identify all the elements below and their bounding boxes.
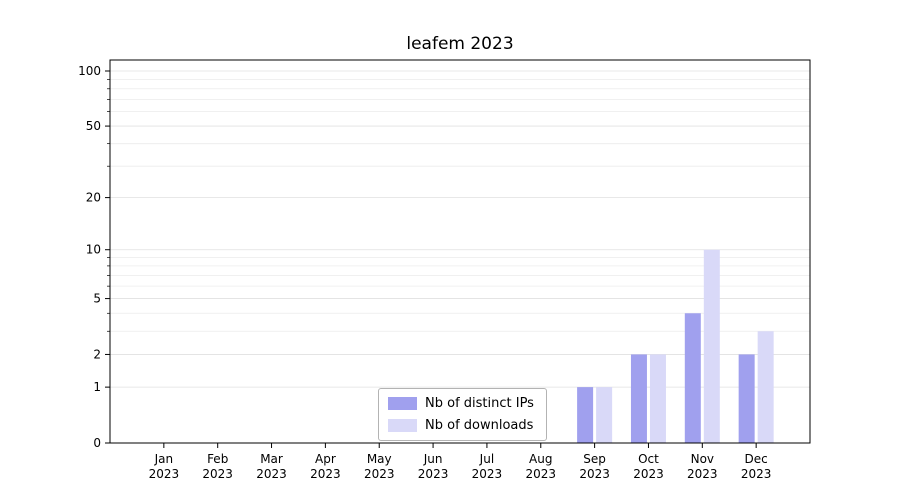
- x-tick-label-month: Nov: [691, 452, 714, 466]
- legend-label-distinct-ips: Nb of distinct IPs: [425, 396, 534, 411]
- x-tick-label-year: 2023: [149, 467, 180, 481]
- legend-item-downloads: Nb of downloads: [388, 418, 534, 433]
- y-tick-label: 2: [93, 347, 101, 361]
- legend-label-downloads: Nb of downloads: [425, 418, 534, 433]
- x-tick-label-month: Apr: [315, 452, 336, 466]
- y-tick-label: 0: [93, 436, 101, 450]
- y-tick-label: 100: [78, 64, 101, 78]
- x-tick-label-year: 2023: [256, 467, 287, 481]
- bar-nb-of-downloads-oct: [649, 354, 666, 443]
- x-tick-label-year: 2023: [579, 467, 610, 481]
- bar-nb-of-distinct-ips-dec: [738, 354, 755, 443]
- legend-swatch-downloads: [388, 419, 417, 432]
- y-tick-label: 20: [86, 191, 101, 205]
- bar-nb-of-distinct-ips-nov: [684, 313, 701, 443]
- y-tick-label: 5: [93, 292, 101, 306]
- x-tick-label-month: Sep: [583, 452, 606, 466]
- x-tick-label-month: Jun: [423, 452, 443, 466]
- x-tick-label-month: Mar: [260, 452, 283, 466]
- legend: Nb of distinct IPs Nb of downloads: [378, 388, 547, 441]
- x-tick-label-month: Jan: [154, 452, 174, 466]
- x-tick-label-month: Jul: [479, 452, 494, 466]
- x-tick-label-year: 2023: [633, 467, 664, 481]
- x-tick-label-month: Dec: [745, 452, 768, 466]
- y-tick-label: 50: [86, 119, 101, 133]
- bar-nb-of-downloads-dec: [757, 331, 774, 443]
- axis-frame: [109, 59, 811, 444]
- x-tick-label-year: 2023: [741, 467, 772, 481]
- y-tick-label: 1: [93, 380, 101, 394]
- y-tick-label: 10: [86, 243, 101, 257]
- bar-nb-of-downloads-sep: [596, 387, 613, 443]
- x-tick-label-month: May: [367, 452, 392, 466]
- x-tick-label-year: 2023: [310, 467, 341, 481]
- x-tick-label-year: 2023: [472, 467, 503, 481]
- bar-nb-of-distinct-ips-sep: [577, 387, 594, 443]
- bar-nb-of-distinct-ips-oct: [630, 354, 647, 443]
- legend-item-distinct-ips: Nb of distinct IPs: [388, 396, 534, 411]
- x-tick-label-month: Feb: [207, 452, 228, 466]
- legend-swatch-distinct-ips: [388, 397, 417, 410]
- bar-nb-of-downloads-nov: [703, 249, 720, 443]
- x-tick-label-year: 2023: [202, 467, 233, 481]
- x-tick-label-month: Aug: [529, 452, 552, 466]
- x-tick-label-year: 2023: [364, 467, 395, 481]
- x-tick-label-month: Oct: [638, 452, 659, 466]
- x-tick-label-year: 2023: [687, 467, 718, 481]
- x-tick-label-year: 2023: [525, 467, 556, 481]
- chart-title: leafem 2023: [406, 34, 514, 54]
- x-tick-label-year: 2023: [418, 467, 449, 481]
